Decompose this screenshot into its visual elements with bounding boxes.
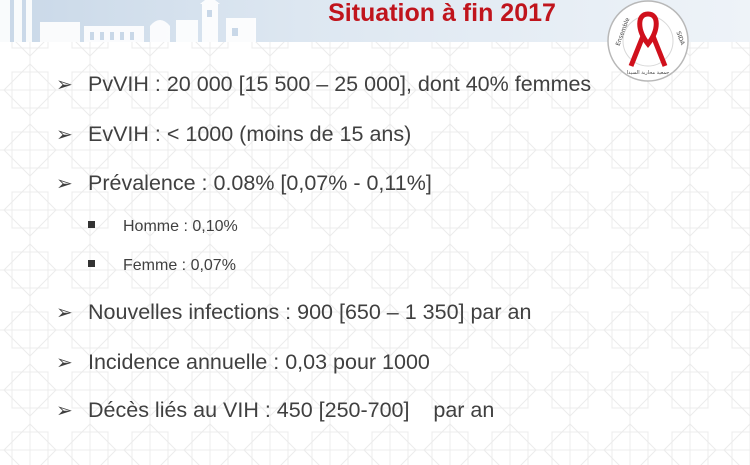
sub-bullet-item: Homme : 0,10% bbox=[88, 218, 238, 236]
bullet-text: Nouvelles infections : 900 [650 – 1 350]… bbox=[88, 300, 532, 324]
bullet-item: ➢ PvVIH : 20 000 [15 500 – 25 000], dont … bbox=[56, 72, 591, 97]
logo-text-bottom: جمعية محاربة السيدا bbox=[627, 70, 670, 76]
ribbon-logo-icon: Ensemble SIDA جمعية محاربة السيدا bbox=[607, 0, 689, 82]
arrow-bullet-icon: ➢ bbox=[56, 302, 73, 324]
square-bullet-icon bbox=[88, 260, 95, 268]
arrow-bullet-icon: ➢ bbox=[56, 124, 73, 146]
sub-bullet-item: Femme : 0,07% bbox=[88, 257, 236, 275]
bullet-item: ➢ Prévalence : 0.08% [0,07% - 0,11%] bbox=[56, 171, 432, 196]
bullet-text: Prévalence : 0.08% [0,07% - 0,11%] bbox=[88, 171, 432, 195]
bullet-text: PvVIH : 20 000 [15 500 – 25 000], dont 4… bbox=[88, 72, 592, 96]
arrow-bullet-icon: ➢ bbox=[56, 173, 73, 195]
bullet-item: ➢ Décès liés au VIH : 450 [250-700] par a… bbox=[56, 398, 494, 423]
arrow-bullet-icon: ➢ bbox=[56, 74, 73, 96]
arrow-bullet-icon: ➢ bbox=[56, 352, 73, 374]
bullet-item: ➢ EvVIH : < 1000 (moins de 15 ans) bbox=[56, 122, 411, 147]
bullet-item: ➢ Incidence annuelle : 0,03 pour 1000 bbox=[56, 350, 430, 375]
square-bullet-icon bbox=[88, 221, 95, 229]
bullet-text: Femme : 0,07% bbox=[123, 257, 236, 274]
bullet-text: Homme : 0,10% bbox=[123, 218, 238, 235]
bullet-item: ➢ Nouvelles infections : 900 [650 – 1 350… bbox=[56, 300, 531, 325]
bullet-text: Décès liés au VIH : 450 [250-700] par an bbox=[88, 398, 495, 422]
slide-title: Situation à fin 2017 bbox=[328, 0, 556, 27]
bullet-text: Incidence annuelle : 0,03 pour 1000 bbox=[88, 350, 430, 374]
bullet-text: EvVIH : < 1000 (moins de 15 ans) bbox=[88, 122, 412, 146]
logo-text-right: SIDA bbox=[674, 30, 686, 47]
arrow-bullet-icon: ➢ bbox=[56, 400, 73, 422]
city-skyline-image bbox=[0, 0, 256, 42]
